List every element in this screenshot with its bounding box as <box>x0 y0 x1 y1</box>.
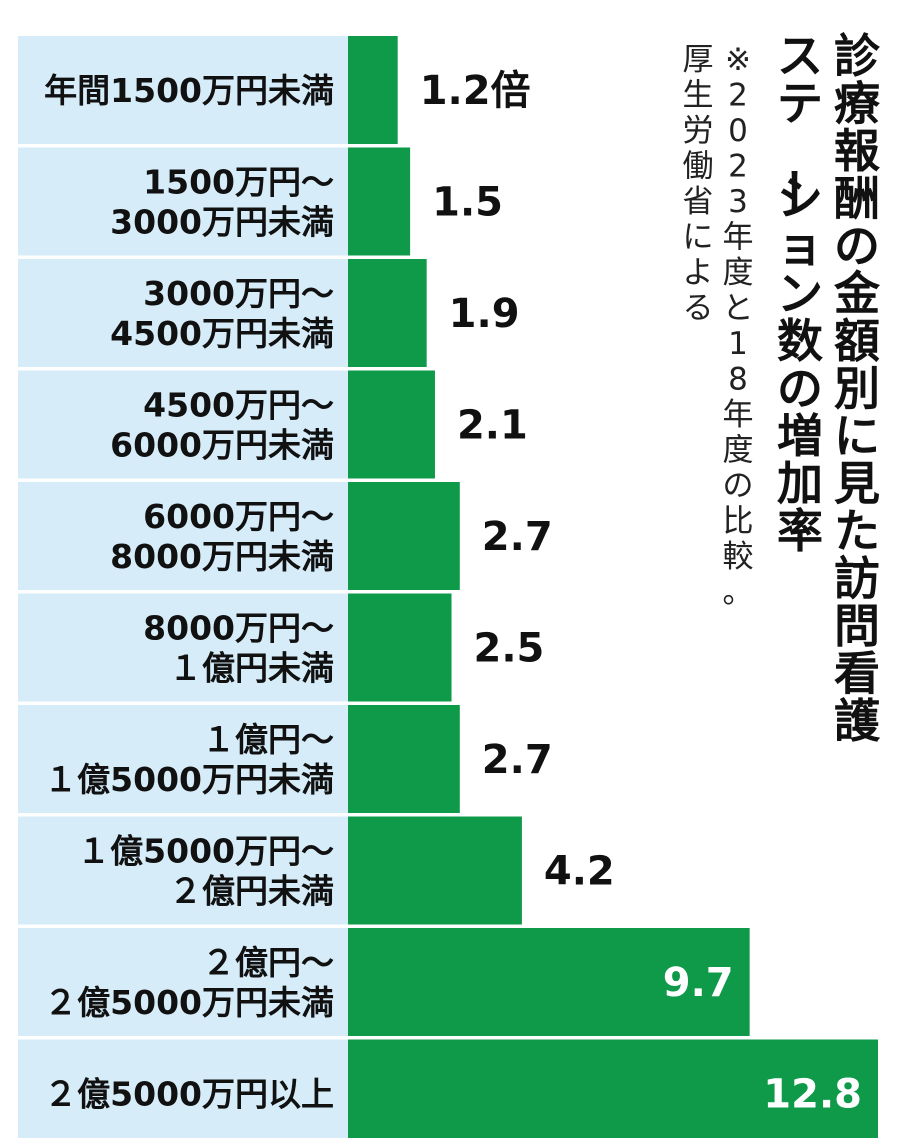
category-label: 6000万円未満 <box>110 426 334 465</box>
category-label-band <box>18 816 348 925</box>
category-label: 1500万円～ <box>143 163 334 202</box>
bar-row: 年間1500万円未満 1.2倍 <box>18 36 531 144</box>
bar-row: 1500万円～3000万円未満 1.5 <box>18 147 503 256</box>
value-label: 2.7 <box>482 514 553 560</box>
value-label: 2.7 <box>482 737 553 783</box>
bar <box>348 1039 878 1138</box>
bar <box>348 816 522 925</box>
value-label: 4.2 <box>544 849 615 895</box>
value-label: 9.7 <box>663 960 734 1006</box>
bar-row: 3000万円～4500万円未満 1.9 <box>18 259 520 367</box>
bar-row: 8000万円～１億円未満 2.5 <box>18 593 545 702</box>
bar-row: 6000万円～8000万円未満 2.7 <box>18 482 553 590</box>
category-label: 4500万円～ <box>143 386 334 425</box>
note-line: ※ 2 0 2 3 年度と 1 8 年度の比較。 <box>723 42 754 611</box>
value-label: 1.2倍 <box>420 68 531 114</box>
note-line: 厚生労働省による <box>683 42 714 327</box>
bar-row: １億円～１億5000万円未満 2.7 <box>18 705 553 813</box>
bar <box>348 928 750 1036</box>
value-label: 12.8 <box>763 1072 862 1118</box>
category-label-band <box>18 928 348 1036</box>
title-line: ステーション数の増加率 <box>766 29 823 558</box>
category-label: 3000万円未満 <box>110 203 334 242</box>
bar <box>348 259 427 367</box>
category-label: 8000万円～ <box>143 609 334 648</box>
bar-row: １億5000万円～２億円未満 4.2 <box>18 816 615 925</box>
category-label: ２億円～ <box>202 943 334 982</box>
bar <box>348 370 435 479</box>
category-label-band <box>18 705 348 813</box>
category-label: 3000万円～ <box>143 274 334 313</box>
value-label: 2.1 <box>457 403 528 449</box>
category-label-band <box>18 482 348 590</box>
category-label: ２億5000万円以上 <box>44 1075 334 1114</box>
category-label-band <box>18 259 348 367</box>
category-label-band <box>18 36 348 144</box>
category-label: 8000万円未満 <box>110 537 334 576</box>
bar <box>348 593 452 702</box>
bar-row: 4500万円～6000万円未満 2.1 <box>18 370 528 479</box>
category-label: １億5000万円～ <box>77 832 334 871</box>
bar <box>348 482 460 590</box>
value-label: 1.9 <box>449 291 520 337</box>
chart-note: ※ 2 0 2 3 年度と 1 8 年度の比較。厚生労働省による <box>683 42 754 611</box>
category-label: 年間1500万円未満 <box>44 71 334 110</box>
bar <box>348 705 460 813</box>
bar-row: ２億円～２億5000万円未満 9.7 <box>18 928 750 1036</box>
category-label: １億5000万円未満 <box>44 760 334 799</box>
category-label: ２億5000万円未満 <box>44 983 334 1022</box>
category-label-band <box>18 370 348 479</box>
category-label-band <box>18 147 348 256</box>
category-label: 6000万円～ <box>143 497 334 536</box>
category-label: １億円未満 <box>169 649 334 688</box>
category-label: ２億円未満 <box>169 872 334 911</box>
title-line: 診療報酬の金額別に見た訪問看護 <box>833 29 881 748</box>
bar <box>348 147 411 256</box>
category-label: 4500万円未満 <box>110 314 334 353</box>
value-label: 1.5 <box>432 180 503 226</box>
category-label-band <box>18 593 348 702</box>
bar-row: ２億5000万円以上 12.8 <box>18 1039 878 1138</box>
bar <box>348 36 398 144</box>
value-label: 2.5 <box>474 626 545 672</box>
category-label: １億円～ <box>202 720 334 759</box>
category-label-band <box>18 1039 348 1138</box>
